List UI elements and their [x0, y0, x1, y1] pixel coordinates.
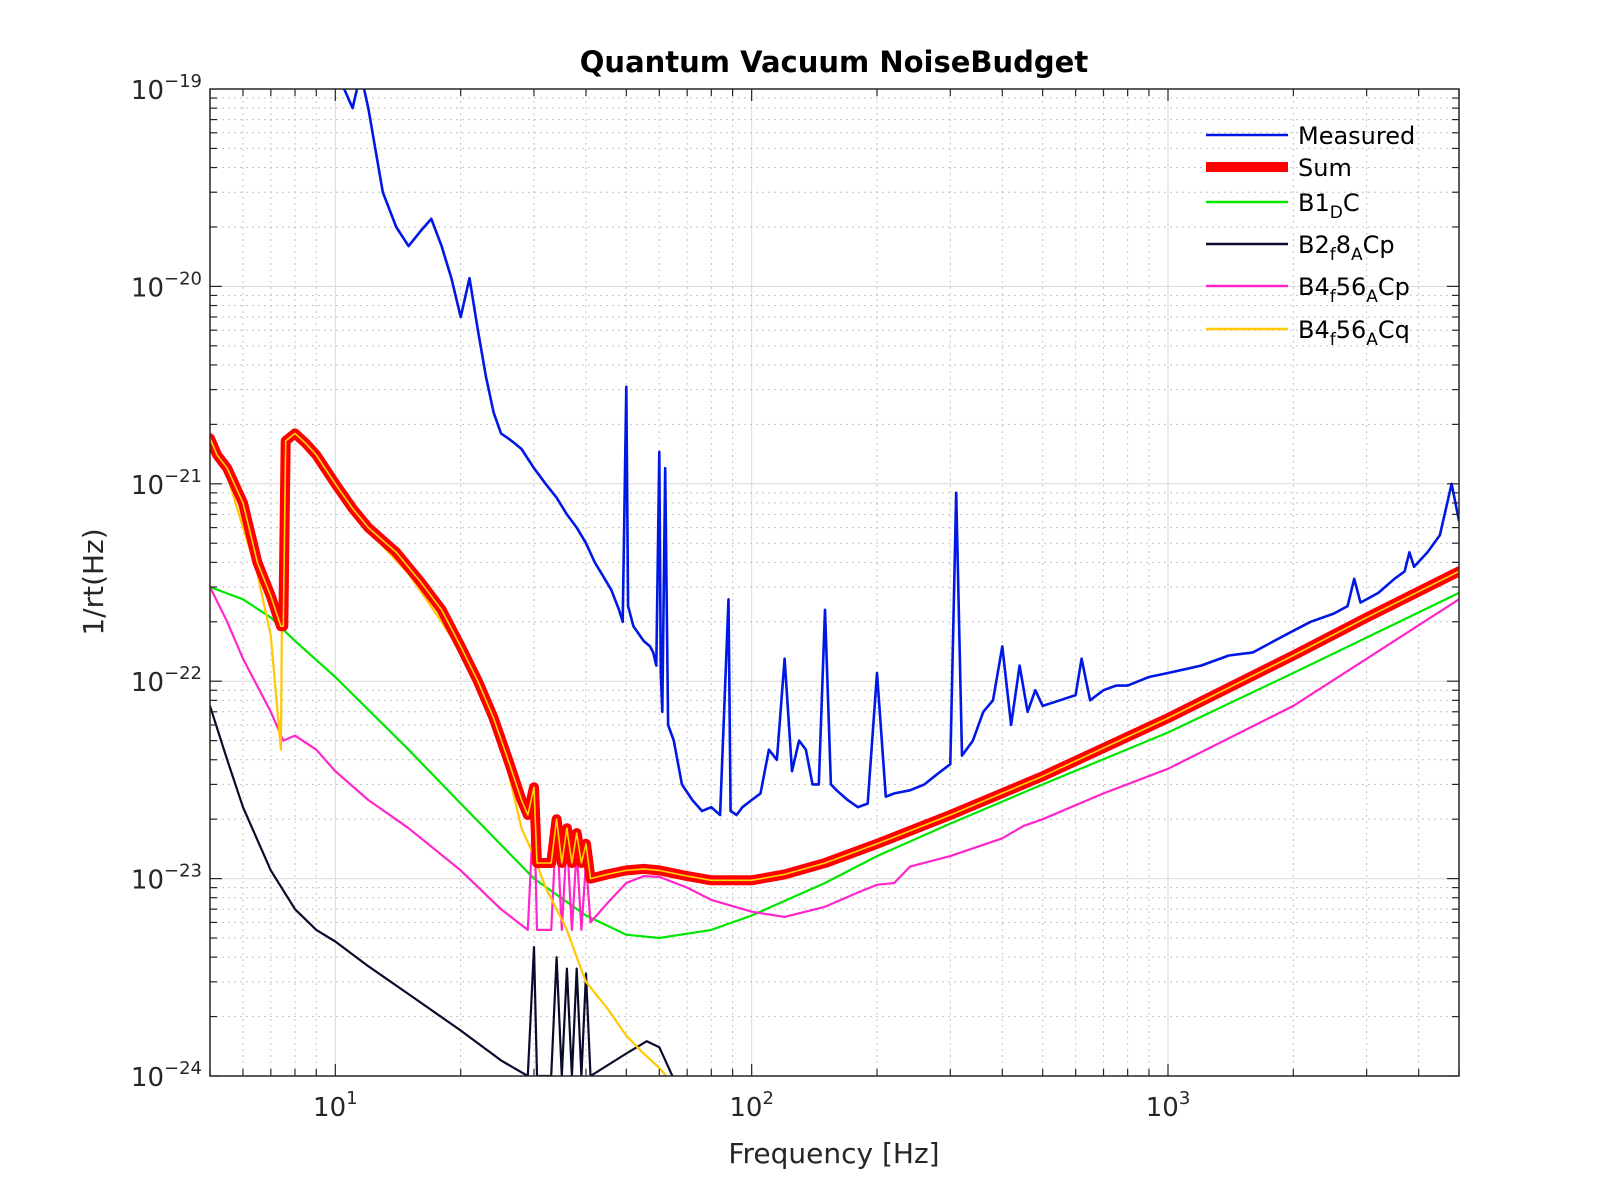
- legend-item-b4f56acq: B4f56ACq: [1206, 316, 1410, 350]
- legend-item-b4f56acp: B4f56ACp: [1206, 273, 1410, 307]
- series-line-b2f8acp: [210, 704, 674, 1076]
- tick-marks: [209, 89, 1460, 1077]
- plot-frame: [209, 88, 1460, 1077]
- series-line-measured: [342, 89, 1459, 817]
- plot-background: [210, 89, 1459, 1076]
- series-lines: [210, 89, 1459, 1076]
- series-line-b1dc: [210, 585, 1459, 940]
- legend-label: Sum: [1298, 154, 1352, 182]
- y-tick-label: 10−21: [131, 466, 202, 501]
- y-tick-labels: 10−19 10−20 10−21 10−22 10−23 10−24: [131, 71, 202, 1093]
- legend-item-b1dc: B1DC: [1206, 189, 1360, 223]
- legend-item-sum: Sum: [1206, 154, 1352, 182]
- x-axis-label: Frequency [Hz]: [728, 1137, 939, 1170]
- legend-label: B4f56ACp: [1298, 273, 1410, 307]
- y-tick-label: 10−22: [131, 663, 202, 698]
- grid-lines: [209, 89, 1460, 1077]
- legend: Measured Sum B1DC B2f8ACp B4f56ACp B4f56ACq: [1206, 122, 1415, 350]
- y-axis-label: 1/rt(Hz): [77, 528, 110, 635]
- y-tick-label: 10−24: [131, 1058, 202, 1093]
- y-tick-label: 10−23: [131, 861, 202, 896]
- legend-label: B1DC: [1298, 189, 1360, 223]
- legend-item-b2f8acp: B2f8ACp: [1206, 231, 1395, 265]
- series-line-sum-core: [210, 432, 1459, 882]
- y-tick-label: 10−19: [131, 71, 202, 106]
- legend-label: B2f8ACp: [1298, 231, 1395, 265]
- legend-label: B4f56ACq: [1298, 316, 1410, 350]
- x-tick-label: 103: [1146, 1088, 1191, 1123]
- x-tick-labels: 101 102 103: [313, 1088, 1190, 1123]
- x-tick-label: 102: [729, 1088, 774, 1123]
- legend-label: Measured: [1298, 122, 1415, 150]
- chart-title: Quantum Vacuum NoiseBudget: [580, 45, 1089, 79]
- y-tick-label: 10−20: [131, 268, 202, 303]
- x-tick-label: 101: [313, 1088, 358, 1123]
- legend-item-measured: Measured: [1206, 122, 1415, 150]
